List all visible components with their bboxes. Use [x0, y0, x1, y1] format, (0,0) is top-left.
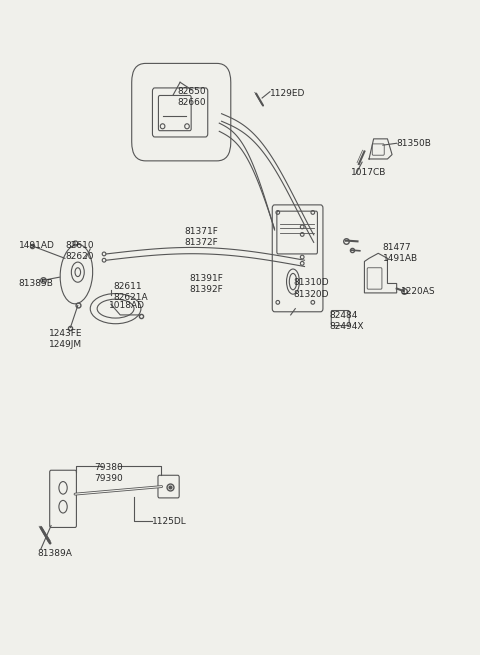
Text: 82610
82620: 82610 82620 — [65, 241, 94, 261]
Text: 82611
82621A: 82611 82621A — [113, 282, 148, 302]
Text: 1125DL: 1125DL — [153, 517, 187, 527]
Text: 82484
82494X: 82484 82494X — [330, 310, 364, 331]
Text: 1018AD: 1018AD — [108, 301, 144, 310]
Text: 81310D
81320D: 81310D 81320D — [293, 278, 329, 299]
Text: 81389A: 81389A — [37, 550, 72, 559]
Text: 1243FE
1249JM: 1243FE 1249JM — [49, 329, 82, 350]
Text: 1491AD: 1491AD — [19, 241, 55, 250]
Text: 81350B: 81350B — [396, 139, 432, 148]
Text: 81371F
81372F: 81371F 81372F — [185, 227, 218, 247]
Text: 82650
82660: 82650 82660 — [177, 86, 206, 107]
Text: 1017CB: 1017CB — [350, 168, 386, 178]
Text: 81477
1491AB: 81477 1491AB — [383, 242, 418, 263]
Text: 81385B: 81385B — [19, 279, 54, 288]
Text: 81391F
81392F: 81391F 81392F — [189, 274, 223, 294]
Text: 1220AS: 1220AS — [401, 287, 436, 295]
Text: 1129ED: 1129ED — [270, 88, 305, 98]
Text: 79380
79390: 79380 79390 — [94, 462, 123, 483]
